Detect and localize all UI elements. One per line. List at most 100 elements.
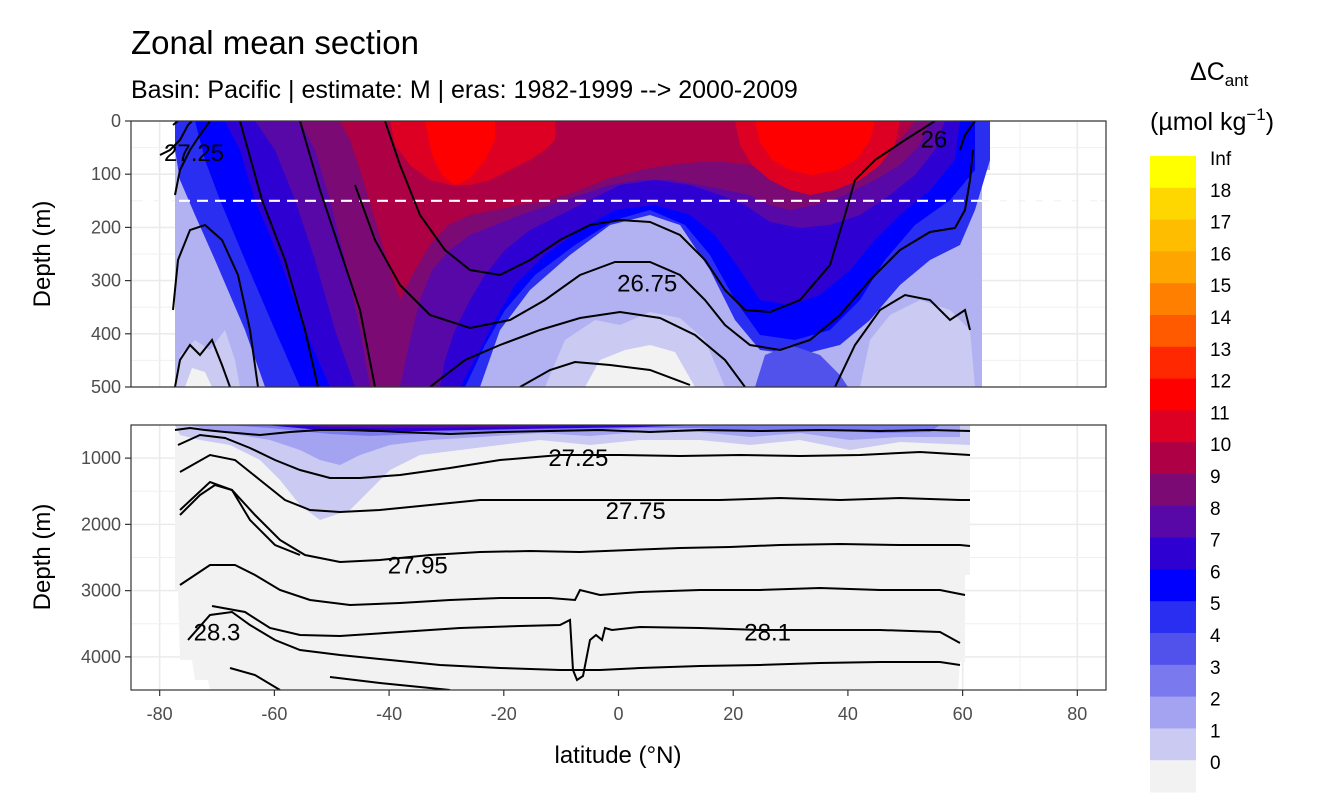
x-tick-label: -80	[147, 704, 173, 724]
legend-title-sub: ant	[1225, 71, 1249, 90]
lower-field-base	[175, 425, 970, 690]
contour-label: 26.75	[617, 270, 677, 297]
upper-panel-border	[130, 120, 1107, 388]
legend-label: 15	[1210, 276, 1231, 297]
legend-swatch	[1150, 760, 1196, 793]
y-tick-label: 400	[91, 324, 121, 344]
legend-label: 6	[1210, 562, 1221, 583]
legend-units-exp: −1	[1246, 105, 1265, 124]
chart-subtitle: Basin: Pacific | estimate: M | eras: 198…	[131, 76, 798, 104]
x-tick-label: 20	[723, 704, 743, 724]
y-tick-label: 4000	[81, 647, 121, 667]
legend-units-suffix: )	[1266, 108, 1274, 136]
contour-lower-3	[179, 453, 970, 514]
contour-upper-1	[172, 121, 179, 126]
y-tick-label: 3000	[81, 581, 121, 601]
x-tick-label: 60	[953, 704, 973, 724]
lower-y-axis: 1000 2000 3000 4000	[81, 448, 131, 667]
contour-label: 27.25	[164, 140, 224, 167]
upper-contours	[159, 121, 976, 387]
contour-upper-11	[519, 360, 691, 387]
y-tick-label: 0	[111, 111, 121, 131]
legend-label: 17	[1210, 213, 1231, 234]
contour-lower-4	[179, 480, 971, 564]
lower-panel	[130, 424, 1107, 691]
legend-label: 9	[1210, 467, 1221, 488]
x-tick-label: 40	[838, 704, 858, 724]
contour-label: 27.75	[606, 498, 666, 525]
lower-field	[175, 425, 970, 690]
legend-label: 1	[1210, 721, 1221, 742]
legend-label: 4	[1210, 626, 1221, 647]
legend-label: 13	[1210, 340, 1231, 361]
contour-labels: 27.25 26 26.75 27.25 27.75 27.95 28.3 28.1	[164, 127, 947, 647]
legend-label: 0	[1210, 753, 1221, 774]
legend-swatch	[1150, 283, 1196, 316]
y-tick-label: 200	[91, 217, 121, 237]
x-tick-label: -20	[491, 704, 517, 724]
lower-y-axis-label: Depth (m)	[29, 504, 56, 611]
upper-field	[175, 121, 990, 387]
contour-label: 26	[921, 127, 948, 154]
contour-label: 28.3	[194, 619, 241, 646]
upper-panel	[130, 120, 1107, 388]
contour-lower-1	[174, 426, 971, 437]
legend-label: 8	[1210, 499, 1221, 520]
legend-units-prefix: (µmol kg	[1150, 108, 1246, 136]
legend-label: 16	[1210, 244, 1231, 265]
contour-lower-8	[211, 605, 961, 682]
legend-swatch	[1150, 315, 1196, 348]
legend-swatch	[1150, 664, 1196, 698]
legend-swatch	[1150, 696, 1196, 729]
legend-label: 7	[1210, 531, 1221, 552]
lower-contours	[174, 426, 971, 690]
y-tick-label: 100	[91, 164, 121, 184]
contour-upper-5	[174, 338, 231, 387]
contour-lower-7	[187, 610, 961, 671]
legend-label: 10	[1210, 435, 1231, 456]
legend-swatch	[1150, 633, 1196, 666]
legend-swatch	[1150, 219, 1196, 252]
contour-upper-12	[834, 293, 971, 387]
legend-title: ΔCant	[1190, 58, 1249, 90]
x-tick-label: 0	[613, 704, 623, 724]
contour-lower-2	[177, 433, 971, 479]
upper-y-axis: 0 100 200 300 400 500	[91, 111, 131, 397]
contour-lower-6	[179, 564, 966, 607]
upper-y-axis-label: Depth (m)	[29, 201, 56, 308]
legend-swatch	[1150, 346, 1196, 380]
legend-label: 11	[1210, 403, 1230, 424]
contour-upper-3	[174, 121, 211, 196]
legend-swatch	[1150, 569, 1196, 602]
legend-swatch	[1150, 728, 1196, 761]
x-axis-label: latitude (°N)	[555, 742, 682, 769]
contour-upper-7	[299, 121, 376, 387]
legend-swatch	[1150, 187, 1196, 221]
x-tick-label: -60	[261, 704, 287, 724]
legend-title-main: ΔC	[1190, 58, 1225, 86]
contour-lower-9	[229, 667, 281, 690]
chart-title: Zonal mean section	[131, 24, 419, 61]
legend-units: (µmol kg−1)	[1150, 105, 1274, 136]
legend-label: 14	[1210, 308, 1232, 329]
legend-swatch	[1150, 505, 1196, 539]
legend-swatch	[1150, 378, 1196, 411]
contour-upper-9	[354, 149, 974, 352]
legend-label: 5	[1210, 594, 1221, 615]
contour-upper-13	[959, 121, 976, 151]
contour-upper-2	[159, 121, 193, 156]
contour-upper-6	[239, 121, 319, 387]
contour-lower-5	[179, 483, 301, 556]
y-tick-label: 1000	[81, 448, 121, 468]
y-tick-label: 2000	[81, 514, 121, 534]
legend-swatch	[1150, 156, 1196, 189]
x-tick-label: -40	[376, 704, 402, 724]
legend: ΔCant (µmol kg−1) Inf1817161514131211109…	[1150, 58, 1274, 793]
legend-swatch	[1150, 410, 1196, 443]
y-tick-label: 500	[91, 377, 121, 397]
contour-upper-4	[172, 223, 259, 387]
legend-label: Inf	[1210, 149, 1232, 170]
legend-swatch	[1150, 251, 1196, 284]
